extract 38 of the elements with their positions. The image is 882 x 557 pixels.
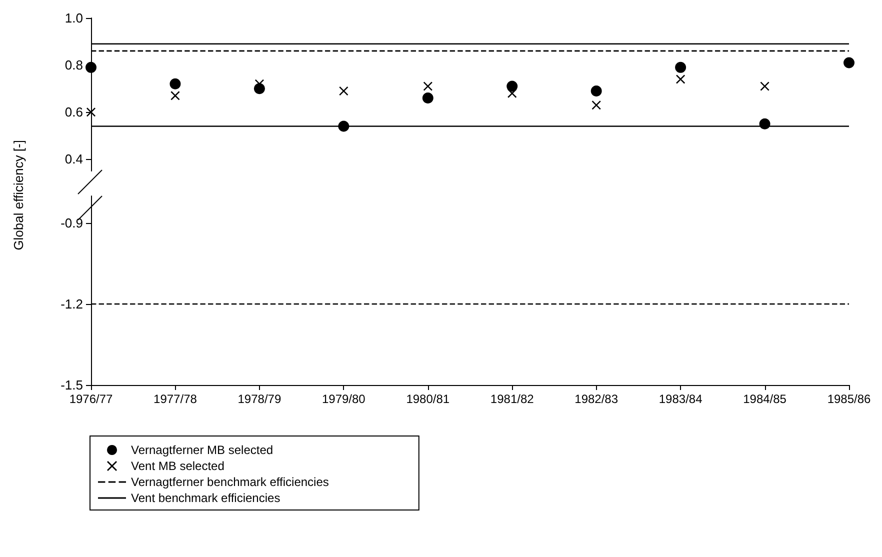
point — [338, 120, 350, 132]
y-tick-label: -0.9 — [60, 216, 83, 230]
point — [170, 91, 180, 100]
x-tick-label: 1977/78 — [154, 392, 198, 406]
point — [339, 86, 348, 96]
point — [675, 62, 686, 73]
point — [508, 88, 517, 98]
x-tick-label: 1978/79 — [238, 392, 282, 406]
x-tick-label: 1981/82 — [490, 392, 534, 406]
legend-label: Vent benchmark efficiencies — [131, 491, 280, 505]
x-tick-label: 1982/83 — [574, 392, 618, 406]
y-tick-label: -1.2 — [60, 296, 83, 312]
y-tick-label: 0.4 — [64, 152, 83, 167]
y-tick-label: 0.6 — [64, 104, 83, 120]
x-tick-label: 1984/85 — [743, 392, 787, 406]
point — [844, 57, 854, 68]
point — [590, 85, 602, 96]
y-tick-label: -1.5 — [60, 378, 83, 392]
point — [170, 78, 181, 90]
x-tick-label: 1985/86 — [827, 392, 872, 406]
x-tick-label: 1983/84 — [658, 392, 703, 406]
point — [86, 108, 96, 117]
point — [592, 100, 601, 110]
y-tick-label: 0.8 — [64, 58, 83, 73]
y-axis-title: Global efficiency [-] — [11, 140, 26, 250]
point — [759, 118, 770, 130]
point — [86, 62, 96, 73]
x-tick-label: 1979/80 — [322, 392, 366, 406]
legend-label: Vernagtferner MB selected — [131, 443, 274, 457]
point — [676, 74, 686, 84]
legend-label: Vent MB selected — [131, 459, 224, 473]
point — [506, 80, 518, 92]
x-tick-label: 1976/77 — [69, 392, 114, 406]
point — [422, 92, 434, 104]
x-tick-label: 1980/81 — [406, 392, 450, 406]
legend-label: Vernagtferner benchmark efficiencies — [131, 475, 329, 489]
point — [423, 82, 432, 91]
y-tick-label: 1.0 — [64, 10, 83, 26]
